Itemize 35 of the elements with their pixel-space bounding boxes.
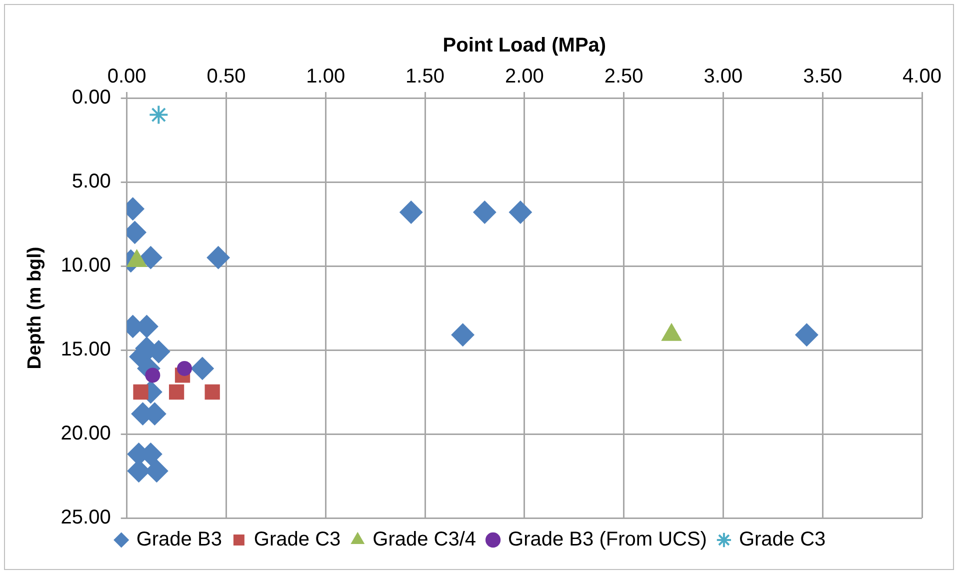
point xyxy=(400,200,423,224)
point xyxy=(139,246,162,270)
x-tick-label: 4.00 xyxy=(902,66,942,88)
x-tick-label: 2.00 xyxy=(504,66,544,88)
legend-label: Grade C3 xyxy=(738,528,826,551)
x-tick-label: 2.50 xyxy=(604,66,644,88)
point xyxy=(795,323,818,346)
y-tick-label: 5.00 xyxy=(72,170,111,193)
y-tick-label: 15.00 xyxy=(60,338,111,361)
x-tick-label: 3.50 xyxy=(803,66,842,88)
x-tick-label: 0.50 xyxy=(206,66,246,88)
x-tick-label: 1.00 xyxy=(306,66,346,88)
legend-label: Grade B3 xyxy=(136,528,222,551)
point xyxy=(206,246,230,270)
point xyxy=(148,104,169,125)
x-tick-label: 0.00 xyxy=(107,66,146,88)
y-tick-label: 20.00 xyxy=(60,422,111,445)
y-tick-label: 25.00 xyxy=(60,506,111,529)
point xyxy=(190,356,214,380)
legend-label: Grade C3/4 xyxy=(372,528,476,551)
point xyxy=(204,384,220,400)
point xyxy=(473,200,496,224)
legend-label: Grade C3 xyxy=(254,528,341,551)
y-tick-label: 0.00 xyxy=(72,86,111,109)
point xyxy=(177,360,192,376)
x-axis-title: Point Load (MPa) xyxy=(442,34,606,57)
point xyxy=(508,200,532,224)
x-tick-label: 3.00 xyxy=(704,66,743,88)
point xyxy=(451,323,474,346)
x-tick-label: 1.50 xyxy=(406,66,444,88)
y-axis-title: Depth (m bgl) xyxy=(24,246,46,370)
legend-label: Grade B3 (From UCS) xyxy=(508,528,707,551)
point xyxy=(168,384,184,400)
y-tick-label: 10.00 xyxy=(60,254,111,277)
point xyxy=(133,384,148,400)
